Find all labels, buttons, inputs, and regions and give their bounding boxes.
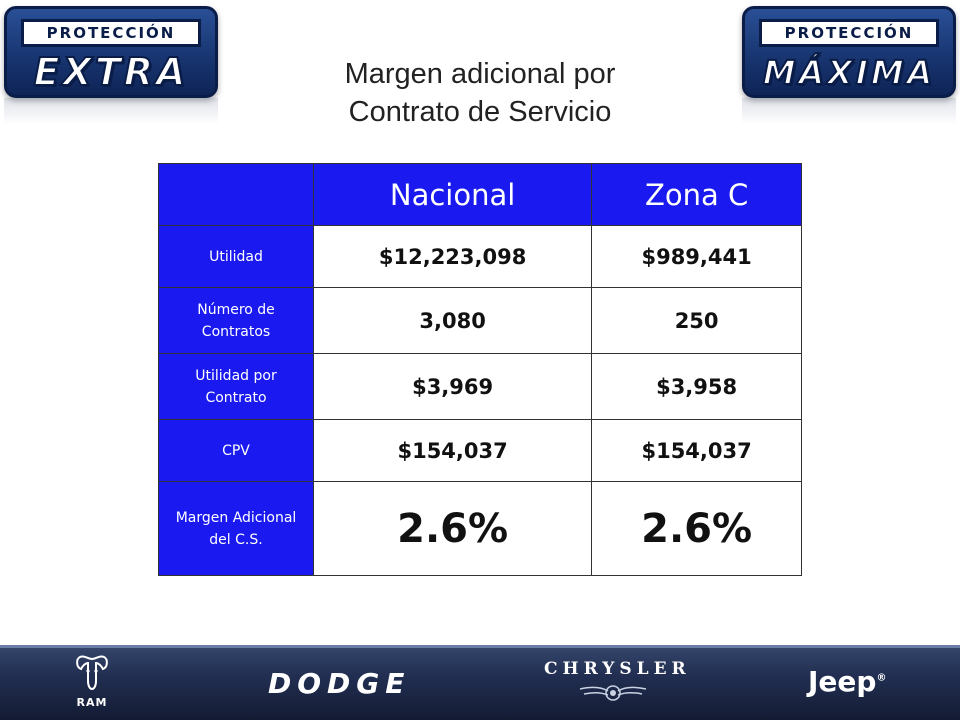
cell-zona-c: $989,441 xyxy=(591,225,802,288)
logo-left-big-text: EXTRA xyxy=(33,49,189,95)
table-row: Margen Adicional del C.S. 2.6% 2.6% xyxy=(158,481,802,576)
title-line-2: Contrato de Servicio xyxy=(348,96,612,128)
chrysler-logo: CHRYSLER xyxy=(544,659,691,679)
ram-head-icon xyxy=(76,655,108,691)
table-header-row: Nacional Zona C xyxy=(158,163,802,226)
jeep-logo: Jeep® xyxy=(808,665,886,698)
row-label: Utilidad xyxy=(158,225,314,288)
chrysler-wings-icon xyxy=(579,685,647,701)
dodge-logo: DODGE xyxy=(268,667,411,700)
slide-title: Margen adicional por Contrato de Servici… xyxy=(240,55,720,131)
jeep-wordmark: Jeep xyxy=(808,665,877,698)
row-label: Número de Contratos xyxy=(158,287,314,354)
ram-wordmark: RAM xyxy=(76,696,108,709)
proteccion-extra-logo: PROTECCIÓN EXTRA xyxy=(4,6,218,98)
table-row: Utilidad por Contrato $3,969 $3,958 xyxy=(158,353,802,420)
logo-left-plate-text: PROTECCIÓN xyxy=(21,19,201,47)
table-row: Utilidad $12,223,098 $989,441 xyxy=(158,225,802,288)
cell-nacional: $12,223,098 xyxy=(312,225,593,288)
logo-left-reflection xyxy=(4,98,218,124)
cell-zona-c: $3,958 xyxy=(591,353,802,420)
cell-nacional: $154,037 xyxy=(312,419,593,482)
footer-highlight xyxy=(0,645,960,648)
row-label: Utilidad por Contrato xyxy=(158,353,314,420)
row-label: Margen Adicional del C.S. xyxy=(158,481,314,576)
cell-nacional: 3,080 xyxy=(312,287,593,354)
margin-table: Nacional Zona C Utilidad $12,223,098 $98… xyxy=(158,163,802,576)
table-row: CPV $154,037 $154,037 xyxy=(158,419,802,482)
table-row: Número de Contratos 3,080 250 xyxy=(158,287,802,354)
cell-zona-c: 2.6% xyxy=(591,481,802,576)
title-line-1: Margen adicional por xyxy=(344,58,616,90)
cell-zona-c: 250 xyxy=(591,287,802,354)
logo-right-plate-text: PROTECCIÓN xyxy=(759,19,939,47)
logo-right-reflection xyxy=(742,98,956,124)
logo-right-big-text: MÁXIMA xyxy=(762,52,936,93)
cell-nacional: 2.6% xyxy=(312,481,593,576)
registered-mark: ® xyxy=(876,672,887,684)
proteccion-maxima-logo: PROTECCIÓN MÁXIMA xyxy=(742,6,956,98)
brand-footer: RAM DODGE CHRYSLER Jeep® xyxy=(0,645,960,720)
row-label: CPV xyxy=(158,419,314,482)
header-empty xyxy=(158,163,314,226)
ram-logo: RAM xyxy=(64,653,120,713)
header-zona-c: Zona C xyxy=(591,163,802,226)
cell-zona-c: $154,037 xyxy=(591,419,802,482)
header-nacional: Nacional xyxy=(312,163,593,226)
cell-nacional: $3,969 xyxy=(312,353,593,420)
